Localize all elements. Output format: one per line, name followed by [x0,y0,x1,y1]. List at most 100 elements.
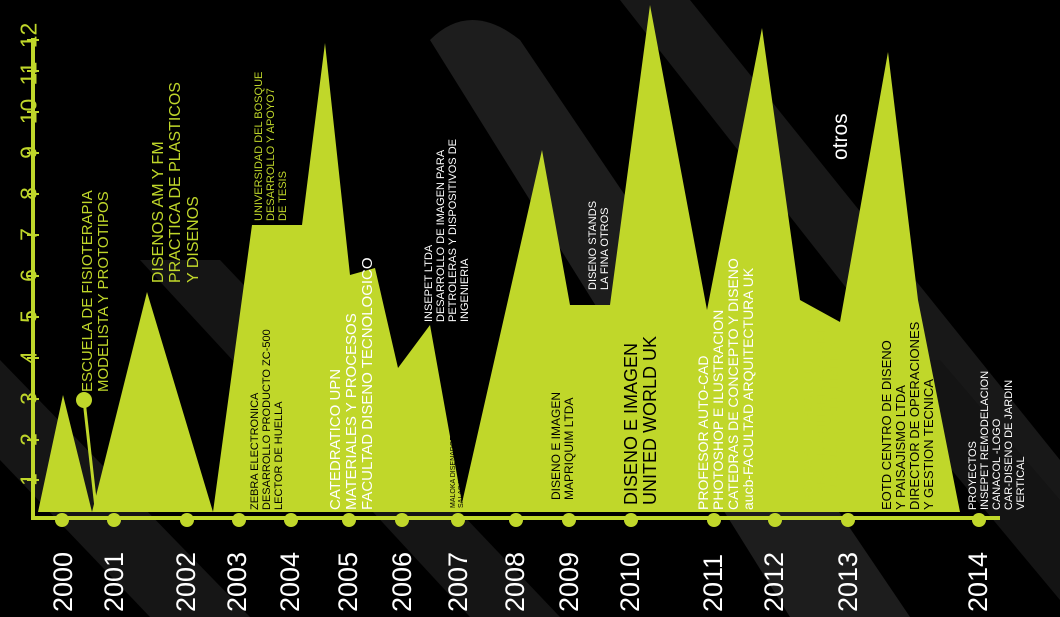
y-tick-label: 1 [15,473,42,486]
label-stands: DISENO STANDS LA FINA OTROS [587,201,612,290]
y-tick-label: 5 [15,310,42,323]
y-tick-label: 2 [15,433,42,446]
year-label: 2006 [387,551,417,612]
year-marker [180,513,194,527]
y-tick-label: 11 [15,61,42,86]
year-marker [284,513,298,527]
callout-dot [76,392,92,408]
year-label: 2011 [698,553,728,612]
year-label: 2010 [615,551,645,612]
label-line: MAPRIQUIM LTDA [561,397,576,500]
year-marker [972,513,986,527]
label-line: Y GESTION TECNICA [921,379,937,510]
label-line: DE TESIS [276,171,289,221]
label-norwich: ASESOR DE PROYECTO PARA INMOBILIARIA NOR… [801,323,841,500]
label-line: INGENIERIA [458,258,471,322]
year-marker [232,513,246,527]
year-label: 2007 [443,551,473,612]
year-label: 2012 [759,551,789,612]
year-label: 2014 [963,551,993,612]
label-line: ESCUELA DE FISIOTERAPIA [79,190,96,392]
label-line: LA FINA OTROS [598,207,611,290]
label-line: PHOTOSHOP E ILUSTRACION [710,309,727,510]
label-line: CATEDRAS DE CONCEPTO Y DISENO [725,258,742,510]
label-upn: CATEDRATICO UPN MATERIALES Y PROCESOS FA… [327,257,377,510]
label-disenos-am: DISENOS AM Y FM PRACTICA DE PLASTICOS Y … [150,82,202,283]
label-line: MODELISTA Y PROTOTIPOS [95,191,113,392]
label-otros: otros [829,113,853,160]
y-tick-label: 8 [15,187,42,200]
year-label: 2002 [171,551,201,612]
year-label: 2001 [99,551,129,612]
y-tick-label: 9 [15,146,42,159]
label-insepet: INSEPET LTDA DESARROLLO DE IMAGEN PARA P… [423,139,472,322]
label-fisioterapia: ESCUELA DE FISIOTERAPIA MODELISTA Y PROT… [79,190,113,392]
year-marker [624,513,638,527]
label-line: DESARROLLO PRODUCTO ZC-500 [260,329,273,510]
y-tick-label: 4 [15,351,42,364]
label-line: otros [829,113,852,160]
year-label: 2008 [500,551,530,612]
label-line: VERTICAL [1014,456,1027,510]
year-marker [107,513,121,527]
y-tick-label: 7 [15,228,42,241]
label-mapriquim: DISENO E IMAGEN MAPRIQUIM LTDA [549,391,576,500]
label-line: DISENO E IMAGEN [549,391,563,500]
label-autocad: PROFESOR AUTO-CAD PHOTOSHOP E ILUSTRACIO… [695,258,757,510]
label-universidad: UNIVERSIDAD DEL BOSQUE DESARROLLO Y APOY… [253,72,290,221]
label-line: PETROLERAS Y DISPOSITIVOS DE [446,139,459,322]
label-line: SALAS INTERACTIVAS [457,433,465,508]
year-marker [451,513,465,527]
year-label: 2004 [275,551,305,612]
label-line: ASESOR DE PROYECTO [801,359,815,500]
label-line: PROFESOR AUTO-CAD [695,355,711,510]
label-line: LECTOR DE HUELLA [272,401,285,510]
label-line: CAR-DISENO DE JARDIN [1002,379,1015,510]
label-line: PRACTICA DE PLASTICOS [167,82,185,283]
year-marker [562,513,576,527]
label-line: PARA INMOBILIARIA NORWICH [813,323,828,500]
label-line: DESARROLLO DE IMAGEN PARA [434,149,447,322]
year-marker [395,513,409,527]
label-line: INSEPET REMODELACION [978,370,991,510]
label-line: UNITED WORLD UK [640,335,661,505]
label-line: aucb-FACULTAD ARQUITECTURA UK [740,267,757,510]
label-zebra: ZEBRA ELECTRONICA DESARROLLO PRODUCTO ZC… [249,329,286,510]
y-tick-label: 6 [15,269,42,282]
label-line: DIRECTOR DE OPERACIONES [907,321,923,510]
y-tick-label: 12 [15,22,42,49]
label-line: EN CONCEPTO DE DISENO [826,342,841,500]
year-label: 2005 [333,551,363,612]
year-marker [509,513,523,527]
label-line: CANACOL -LOGO [990,418,1003,510]
year-markers [55,513,986,527]
label-line: DESARROLLO Y APOYO7 [264,88,277,221]
label-line: FACULTAD DISENO TECNOLOGICO [359,257,377,510]
label-line: MATERIALES Y PROCESOS [343,313,361,510]
year-marker [342,513,356,527]
y-tick-label: 10 [15,98,42,125]
year-label: 2003 [222,551,252,612]
label-line: EOTD CENTRO DE DISENO [879,340,894,510]
callout-leader [82,399,98,509]
label-line: DISENO E IMAGEN [621,342,641,505]
year-label: 2009 [554,551,584,612]
year-marker [768,513,782,527]
year-label: 2000 [48,551,78,612]
label-line: MALOKA DISENADOR DE [450,423,457,508]
label-maloka: MALOKA DISENADOR DE SALAS INTERACTIVAS [450,424,465,508]
activity-area [38,5,960,512]
label-united: DISENO E IMAGEN UNITED WORLD UK [621,335,661,505]
year-marker [841,513,855,527]
label-proyectos: PROYECTOS INSEPET REMODELACION CANACOL -… [967,370,1027,510]
label-line: Y PAISAJISMO LTDA [893,385,909,510]
year-marker [707,513,721,527]
y-tick-label: 3 [15,392,42,405]
label-line: Y DISENOS [184,196,202,283]
year-label: 2013 [833,551,863,612]
year-marker [55,513,69,527]
label-eotd: EOTD CENTRO DE DISENO Y PAISAJISMO LTDA … [879,321,937,510]
label-line: DISENOS AM Y FM [150,141,167,283]
